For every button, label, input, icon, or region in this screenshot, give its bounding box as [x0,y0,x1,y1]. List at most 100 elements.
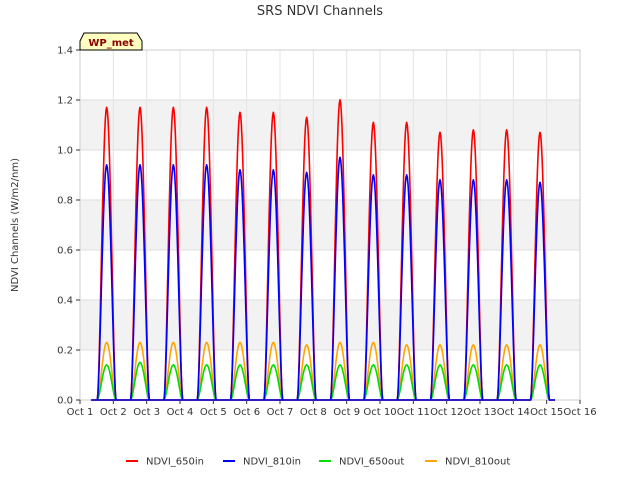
data-point [172,341,175,344]
data-point [472,129,475,131]
plot-band [80,200,580,250]
station-badge: WP_met [79,32,143,51]
plot-band [80,100,580,150]
data-point [272,111,275,114]
badge-shape [79,32,143,51]
data-point [105,341,108,344]
data-point [205,164,208,166]
legend-label: NDVI_650in [146,457,204,468]
x-tick-label: Oct 15 [530,407,563,418]
x-tick-label: Oct 8 [300,407,327,418]
data-point [139,361,141,364]
data-point [305,344,308,346]
badge-label: WP_met [88,38,134,49]
chart-title: SRS NDVI Channels [257,4,383,19]
x-axis-ticks: Oct 1 Oct 2 Oct 3 Oct 4 Oct 5 Oct 6 Oct 7 Oct 8… [67,400,597,418]
data-point [505,364,508,366]
data-point [205,341,208,344]
data-point [472,179,475,181]
x-tick-label: Oct 7 [267,407,294,418]
y-axis-label: NDVI Channels (W/m2/nm) [10,158,21,292]
plot-band [80,50,580,100]
y-tick-label: 1.4 [57,46,73,57]
data-point [439,364,441,366]
legend-label: NDVI_650out [339,457,404,468]
series-line-ndvi-810in [90,156,555,401]
data-point [239,111,241,114]
data-point [139,164,141,166]
x-tick-label: Oct 14 [497,407,530,418]
x-tick-label: Oct 4 [167,407,194,418]
data-point [339,341,341,344]
data-point [405,344,408,346]
plot-band [80,300,580,350]
data-point [339,99,341,101]
data-point [405,174,408,176]
data-point [539,344,541,346]
x-tick-label: Oct 13 [463,407,496,418]
plot-band [80,150,580,200]
data-point [239,169,241,171]
data-point [172,164,175,166]
x-tick-label: Oct 5 [200,407,227,418]
data-point [439,131,441,134]
data-point [372,174,375,176]
data-point [139,106,141,109]
data-point [405,121,408,124]
data-point [505,129,508,131]
data-point [339,364,341,366]
x-tick-label: Oct 16 [563,407,596,418]
data-point [239,364,241,366]
x-tick-label: Oct 10 [363,407,396,418]
y-tick-label: 0.4 [57,296,73,307]
data-point [205,106,208,109]
y-tick-label: 0.8 [57,196,73,207]
x-tick-label: Oct 2 [100,407,127,418]
data-point [172,106,175,109]
x-tick-label: Oct 1 [67,407,94,418]
data-point [372,364,375,366]
plot-band [80,350,580,400]
data-point [105,106,108,109]
y-tick-label: 0.6 [57,246,73,257]
data-point [139,341,141,344]
data-point [105,164,108,166]
x-tick-label: Oct 6 [233,407,260,418]
legend: NDVI_650in NDVI_810in NDVI_650out NDVI_810o… [126,457,510,468]
x-tick-label: Oct 9 [333,407,360,418]
legend-label: NDVI_810in [243,457,301,468]
data-point [505,344,508,346]
plot-bands [80,50,580,400]
y-axis-ticks: 0.0 0.2 0.4 0.6 0.8 1.0 1.2 1.4 [57,46,80,407]
data-point [272,341,275,344]
data-point [372,121,375,124]
data-point [105,364,108,366]
data-point [339,156,341,159]
data-point [472,344,475,346]
x-tick-label: Oct 12 [430,407,463,418]
y-tick-label: 0.0 [57,396,73,407]
series-lines [90,99,555,401]
data-point [272,169,275,171]
data-point [239,341,241,344]
data-point [305,364,308,366]
data-point [405,364,408,366]
data-point [205,364,208,366]
data-point [505,179,508,181]
data-point [439,179,441,181]
data-point [372,341,375,344]
data-point [472,364,475,366]
plot-band [80,250,580,300]
data-point [172,364,175,366]
data-point [439,344,441,346]
data-point [305,171,308,174]
y-tick-label: 1.0 [57,146,73,157]
data-point [539,364,541,366]
y-tick-label: 0.2 [57,346,73,357]
data-point [272,364,275,366]
data-point [305,116,308,119]
data-point [539,181,541,184]
x-tick-label: Oct 3 [133,407,160,418]
data-point [539,131,541,134]
